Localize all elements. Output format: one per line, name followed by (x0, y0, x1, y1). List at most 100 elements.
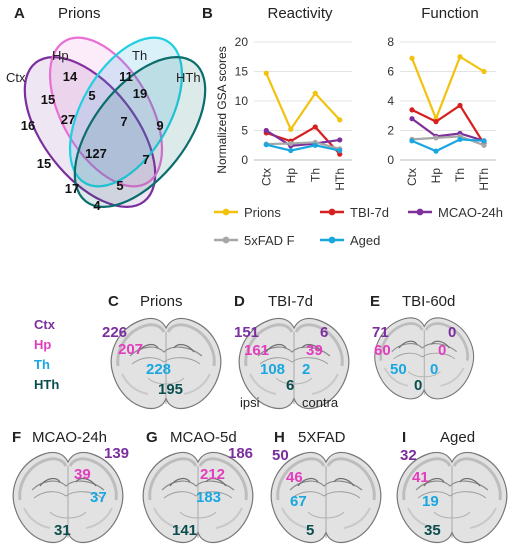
th-ipsi-count: 50 (390, 361, 407, 378)
hth-count: 195 (158, 381, 183, 398)
ctx-count: 186 (228, 445, 253, 462)
hth-count: 141 (172, 522, 197, 539)
venn-count: 11 (119, 69, 133, 84)
y-tick-label: 0 (387, 153, 394, 167)
series-line-prions (410, 55, 485, 122)
data-point-prions (481, 68, 487, 75)
y-tick-label: 8 (387, 35, 394, 49)
panel-e-letter: E (370, 293, 380, 310)
function-chart: Function 0 2 4 6 8 Ctx Hp Th HTh (387, 5, 496, 191)
venn-count: 9 (156, 118, 163, 133)
venn-count: 5 (88, 88, 95, 103)
panel-b-letter: B (202, 5, 213, 22)
x-tick-label: HTh (333, 168, 347, 191)
panel-d-letter: D (234, 293, 245, 310)
x-tick-label: Th (308, 168, 322, 182)
venn-count: 7 (120, 114, 127, 129)
data-point-tbi-7d (409, 107, 415, 113)
region-legend-ctx: Ctx (34, 317, 56, 332)
venn-count: 17 (65, 181, 79, 196)
y-tick-label: 20 (235, 35, 249, 49)
th-ipsi-count: 108 (260, 361, 285, 378)
data-point-aged (337, 147, 343, 154)
region-legend-hth: HTh (34, 377, 59, 392)
hp-count: 39 (74, 466, 91, 483)
y-tick-label: 2 (387, 124, 394, 138)
ipsi-label: ipsi (240, 395, 260, 410)
ctx-count: 226 (102, 324, 127, 341)
venn-count: 19 (133, 86, 147, 101)
th-contra-count: 2 (302, 361, 310, 378)
contra-label: contra (302, 395, 339, 410)
data-point-aged (457, 136, 463, 142)
panel-c: C Prions 226 207 228 195 (102, 293, 223, 411)
venn-count: 15 (41, 92, 55, 107)
ctx-contra-count: 6 (320, 324, 328, 341)
data-point-prions (288, 126, 294, 132)
y-tick-label: 4 (387, 94, 394, 108)
panel-f-title: MCAO-24h (32, 429, 107, 446)
y-tick-label: 0 (241, 153, 248, 167)
hp-ipsi-count: 161 (244, 342, 269, 359)
data-point-prions (457, 54, 463, 60)
hth-count: 6 (286, 377, 294, 394)
data-point-aged (288, 147, 294, 154)
hp-count: 212 (200, 466, 225, 483)
y-tick-label: 15 (235, 65, 249, 79)
hp-contra-count: 0 (438, 342, 446, 359)
panel-h-letter: H (274, 429, 285, 446)
legend-marker-prions (222, 208, 230, 216)
legend-marker-mcao (416, 208, 424, 216)
ctx-contra-count: 0 (448, 324, 456, 341)
panel-f-letter: F (12, 429, 21, 446)
panel-e-title: TBI-60d (402, 293, 455, 310)
panel-i: I Aged 32 41 19 35 (395, 429, 509, 545)
hp-count: 41 (412, 469, 429, 486)
venn-label-hp: Hp (52, 48, 69, 63)
series-line-5xfad-f (266, 141, 341, 150)
hp-ipsi-count: 60 (374, 342, 391, 359)
panel-h: H 5XFAD 50 46 67 5 (269, 429, 383, 545)
ctx-count: 32 (400, 447, 417, 464)
venn-set-hth (73, 55, 207, 209)
region-legend-th: Th (34, 357, 50, 372)
chart-legend: Prions TBI-7d MCAO-24h 5xFAD F Aged (214, 205, 503, 248)
data-point-tbi-7d (457, 102, 463, 109)
reactivity-chart: Reactivity 0 5 10 15 20 Ctx Hp Th HTh (235, 5, 352, 191)
series-line-aged (411, 138, 485, 153)
legend-mcao: MCAO-24h (438, 205, 503, 220)
venn-set-th (68, 36, 184, 188)
venn-count: 14 (63, 69, 78, 84)
th-contra-count: 0 (430, 361, 438, 378)
legend-5xfad: 5xFAD F (244, 233, 295, 248)
panel-c-letter: C (108, 293, 119, 310)
hth-count: 0 (414, 377, 422, 394)
region-legend: Ctx Hp Th HTh (34, 317, 59, 392)
venn-set-ctx (23, 55, 157, 209)
hth-count: 5 (306, 522, 314, 539)
data-point-prions (312, 90, 318, 96)
venn-count: 16 (21, 118, 35, 133)
y-tick-label: 5 (241, 124, 248, 138)
panel-e: E TBI-60d 71 0 60 0 50 0 0 (370, 293, 475, 401)
panel-f: F MCAO-24h 139 39 37 31 (11, 429, 129, 545)
data-point-aged (263, 142, 269, 148)
legend-marker-tbi (328, 208, 336, 216)
data-point-aged (409, 138, 415, 144)
y-axis-label: Normalized GSA scores (215, 46, 229, 173)
x-tick-label: Hp (429, 168, 443, 184)
th-count: 37 (90, 489, 107, 506)
panel-g-title: MCAO-5d (170, 429, 237, 446)
venn-count: 27 (61, 112, 75, 127)
x-tick-label: Ctx (259, 168, 273, 186)
panel-c-title: Prions (140, 293, 183, 310)
panel-a-title: Prions (58, 5, 101, 22)
ctx-count: 50 (272, 447, 289, 464)
th-count: 183 (196, 489, 221, 506)
hp-count: 207 (118, 341, 143, 358)
data-point-tbi-7d (433, 119, 439, 125)
data-point-mcao-24h (409, 116, 415, 122)
brain-section-image (269, 450, 383, 545)
hp-contra-count: 39 (306, 342, 323, 359)
venn-label-th: Th (132, 48, 147, 63)
